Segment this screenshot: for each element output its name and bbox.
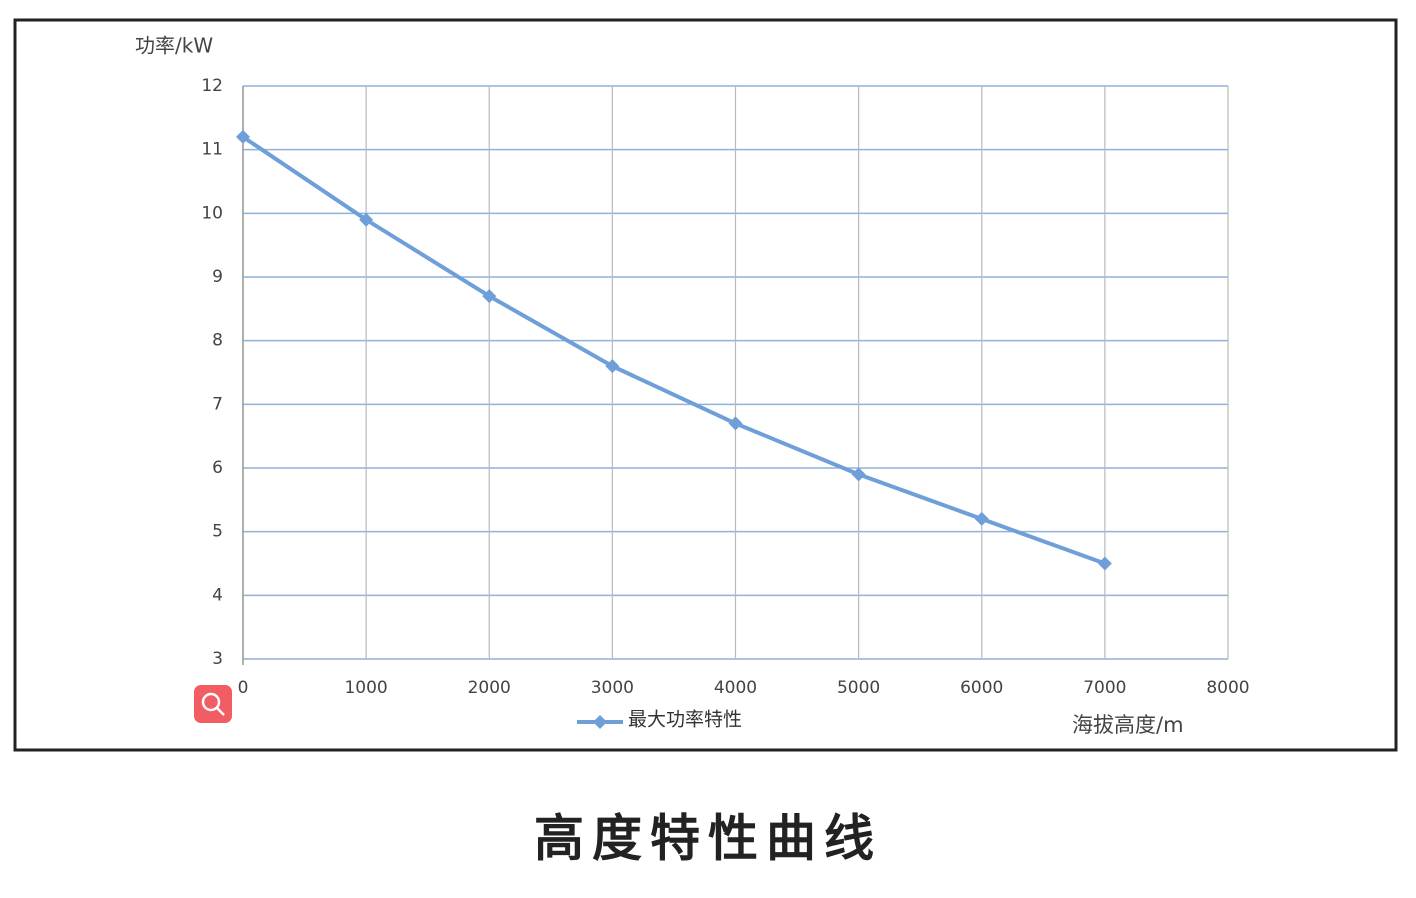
x-tick-label: 8000 (1206, 678, 1249, 698)
y-tick-label: 9 (212, 267, 223, 287)
x-tick-label: 7000 (1083, 678, 1126, 698)
y-tick-label: 10 (201, 203, 223, 223)
point-marker (1097, 556, 1112, 571)
x-axis-label: 海拔高度/m (1072, 713, 1184, 737)
point-marker (359, 212, 374, 227)
y-tick-label: 4 (212, 585, 223, 605)
x-tick-label: 1000 (344, 678, 387, 698)
x-tick-label: 4000 (714, 678, 757, 698)
x-tick-label: 5000 (837, 678, 880, 698)
y-tick-label: 8 (212, 331, 223, 351)
point-marker (236, 129, 250, 144)
series-line (241, 135, 1106, 566)
x-tick-label: 3000 (591, 678, 634, 698)
point-marker (728, 416, 743, 431)
y-tick-label: 7 (212, 394, 223, 414)
y-axis-label: 功率/kW (135, 34, 213, 58)
legend-label: 最大功率特性 (628, 709, 742, 731)
point-marker (605, 359, 620, 374)
x-tick-label: 2000 (468, 678, 511, 698)
y-tick-label: 6 (212, 458, 223, 478)
y-tick-label: 5 (212, 522, 223, 542)
point-marker (851, 467, 866, 482)
y-tick-label: 12 (201, 76, 223, 96)
chart-frame (13, 18, 1398, 752)
point-marker (974, 511, 989, 526)
search-icon[interactable] (194, 685, 232, 723)
y-tick-label: 11 (201, 140, 223, 160)
point-marker (482, 289, 497, 304)
legend-marker (593, 715, 607, 729)
chart-title: 高度特性曲线 (534, 810, 882, 868)
y-tick-label: 3 (212, 649, 223, 669)
x-tick-label: 6000 (960, 678, 1003, 698)
x-tick-label: 0 (238, 678, 249, 698)
